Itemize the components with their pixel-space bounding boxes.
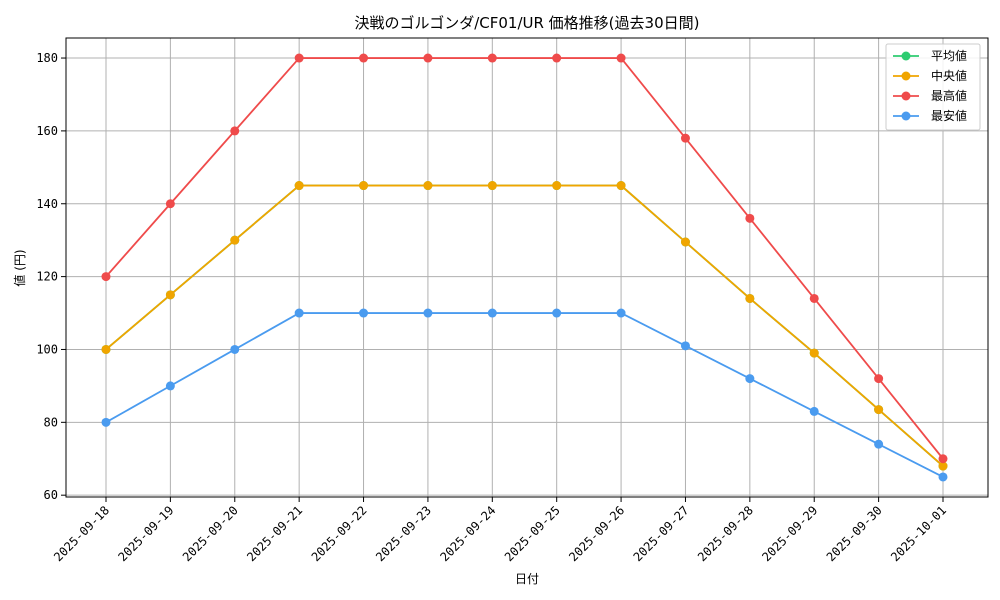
data-point [874, 374, 884, 384]
data-point [745, 213, 755, 223]
grid [66, 38, 988, 497]
data-point [874, 405, 884, 415]
x-tick-label: 2025-09-26 [566, 503, 627, 564]
data-point [680, 237, 690, 247]
x-tick-label: 2025-09-19 [116, 503, 177, 564]
data-point [230, 126, 240, 136]
data-point [423, 53, 433, 63]
series-2 [101, 181, 948, 471]
x-axis-label: 日付 [515, 572, 539, 586]
data-point [552, 308, 562, 318]
x-tick-label: 2025-09-20 [180, 503, 241, 564]
x-tick-label: 2025-09-22 [309, 503, 370, 564]
x-tick-label: 2025-09-25 [502, 503, 563, 564]
data-point [359, 308, 369, 318]
series-4 [101, 308, 948, 482]
data-point [616, 53, 626, 63]
data-point [359, 181, 369, 191]
y-tick-label: 60 [44, 488, 58, 502]
series-1 [101, 181, 948, 471]
plot-frame [65, 37, 989, 498]
y-tick-label: 100 [36, 342, 58, 356]
x-axis: 2025-09-18 2025-09-19 2025-09-20 2025-09-21… [51, 497, 949, 564]
data-point [874, 439, 884, 449]
legend-label: 中央値 [931, 68, 967, 83]
y-tick-label: 120 [36, 270, 58, 284]
data-point [745, 374, 755, 384]
x-tick-label: 2025-10-01 [888, 503, 949, 564]
legend-marker [901, 71, 911, 81]
data-point [230, 235, 240, 245]
series-line [105, 57, 944, 460]
data-point [552, 53, 562, 63]
data-point [938, 472, 948, 482]
data-point [423, 308, 433, 318]
legend-marker [901, 91, 911, 101]
data-point [487, 181, 497, 191]
data-point [552, 181, 562, 191]
data-point [423, 181, 433, 191]
data-point [294, 181, 304, 191]
data-point [230, 344, 240, 354]
data-point [294, 308, 304, 318]
data-point [809, 406, 819, 416]
data-point [359, 53, 369, 63]
legend-box [885, 43, 981, 131]
x-tick-label: 2025-09-23 [373, 503, 434, 564]
y-tick-label: 140 [36, 197, 58, 211]
y-axis: 60 80 100 120 140 160 180 [36, 51, 66, 502]
data-point [101, 344, 111, 354]
y-tick-label: 80 [44, 415, 58, 429]
x-tick-label: 2025-09-21 [244, 503, 305, 564]
x-tick-label: 2025-09-28 [695, 503, 756, 564]
data-point [487, 53, 497, 63]
x-tick-label: 2025-09-18 [51, 503, 112, 564]
legend-label: 平均値 [931, 48, 967, 63]
series-layer [101, 53, 948, 482]
data-point [165, 199, 175, 209]
data-point [809, 293, 819, 303]
y-axis-label: 値 (円) [12, 249, 27, 286]
data-point [680, 133, 690, 143]
data-point [101, 272, 111, 282]
y-tick-label: 180 [36, 51, 58, 65]
x-tick-label: 2025-09-30 [824, 503, 885, 564]
legend-marker [901, 111, 911, 121]
data-point [938, 454, 948, 464]
data-point [745, 293, 755, 303]
legend-marker [901, 51, 911, 61]
x-tick-label: 2025-09-24 [437, 503, 498, 564]
x-tick-label: 2025-09-27 [631, 503, 692, 564]
series-line [105, 312, 944, 478]
data-point [165, 290, 175, 300]
data-point [938, 461, 948, 471]
data-point [809, 348, 819, 358]
series-line [105, 184, 944, 467]
data-point [487, 308, 497, 318]
legend-label: 最安値 [931, 108, 967, 123]
x-tick-label: 2025-09-29 [759, 503, 820, 564]
data-point [616, 308, 626, 318]
data-point [165, 381, 175, 391]
data-point [101, 417, 111, 427]
data-point [616, 181, 626, 191]
data-point [680, 341, 690, 351]
chart-title: 決戦のゴルゴンダ/CF01/UR 価格推移(過去30日間) [355, 14, 700, 32]
series-line [105, 184, 944, 467]
legend-label: 最高値 [931, 88, 967, 103]
y-tick-label: 160 [36, 124, 58, 138]
data-point [294, 53, 304, 63]
series-3 [101, 53, 948, 464]
